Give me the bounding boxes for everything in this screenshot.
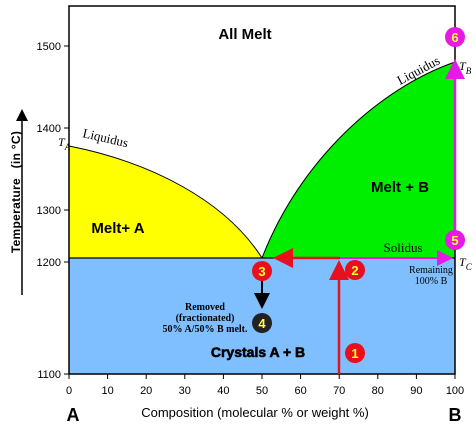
removed-note-line3: 50% A/50% B melt.: [163, 324, 248, 335]
x-tick-60: 60: [294, 385, 306, 397]
all-melt-label: All Melt: [218, 26, 271, 43]
svg-text:5: 5: [451, 233, 458, 248]
step-6: 6: [445, 27, 465, 47]
y-tick-1500: 1500: [37, 41, 61, 53]
remaining-note-line1: Remaining: [409, 265, 453, 276]
solidus-label: Solidus: [383, 240, 422, 255]
melt-b-label: Melt + B: [371, 179, 429, 196]
removed-note-line2: (fractionated): [176, 313, 235, 324]
step-5: 5: [445, 230, 465, 250]
y-axis: 1100 1200 1300 1400 1500: [37, 41, 69, 381]
tb-mark: TB: [459, 59, 472, 76]
y-tick-1300: 1300: [37, 205, 61, 217]
step-3: 3: [252, 261, 272, 281]
x-tick-100: 100: [446, 385, 464, 397]
endpoint-b: B: [449, 405, 462, 425]
y-tick-1200: 1200: [37, 257, 61, 269]
x-axis: 0 10 20 30 40 50 60 70 80 90 100: [66, 374, 464, 397]
x-tick-90: 90: [410, 385, 422, 397]
x-tick-20: 20: [140, 385, 152, 397]
x-tick-40: 40: [217, 385, 229, 397]
tc-mark: TC: [459, 255, 473, 272]
x-axis-label: Composition (molecular % or weight %): [141, 405, 369, 420]
svg-text:4: 4: [258, 316, 266, 331]
step-2: 2: [345, 260, 365, 280]
removed-note-line1: Removed: [185, 302, 225, 313]
y-tick-1400: 1400: [37, 123, 61, 135]
y-tick-1100: 1100: [37, 369, 61, 381]
svg-text:6: 6: [451, 30, 458, 45]
step-4: 4: [252, 313, 272, 333]
x-tick-30: 30: [179, 385, 191, 397]
crystals-label: Crystals A + B: [211, 344, 305, 360]
y-axis-label-main: Temperature: [9, 178, 23, 253]
melt-a-label: Melt+ A: [91, 220, 144, 237]
svg-text:2: 2: [351, 263, 358, 278]
step-1: 1: [345, 343, 365, 363]
x-tick-50: 50: [256, 385, 268, 397]
x-tick-70: 70: [333, 385, 345, 397]
endpoint-a: A: [67, 405, 80, 425]
ta-mark: TA: [58, 135, 71, 152]
x-tick-10: 10: [101, 385, 113, 397]
svg-text:3: 3: [258, 264, 265, 279]
x-tick-0: 0: [66, 385, 72, 397]
melt-a-region: [68, 145, 263, 259]
x-tick-80: 80: [372, 385, 384, 397]
y-axis-label: Temperature (in °C): [9, 131, 23, 253]
svg-text:1: 1: [351, 346, 358, 361]
y-axis-label-unit: (in °C): [9, 131, 23, 169]
remaining-note-line2: 100% B: [415, 276, 448, 287]
svg-text:Temperature (in °C): Temperature (in °C): [9, 131, 23, 253]
